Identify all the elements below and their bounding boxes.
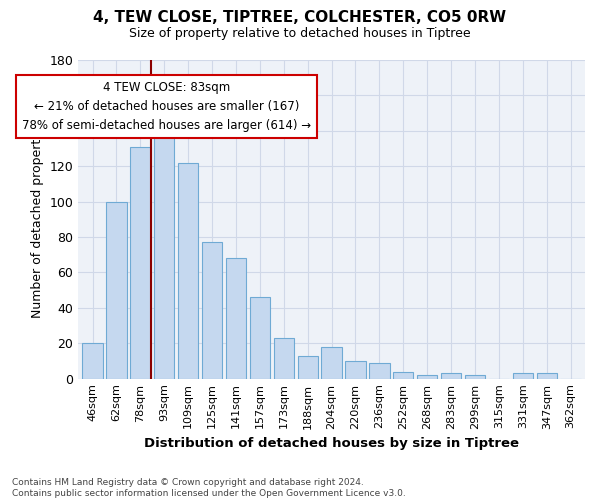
Bar: [226, 258, 246, 378]
Bar: [512, 374, 533, 378]
Bar: [369, 362, 389, 378]
Bar: [250, 297, 270, 378]
Bar: [393, 372, 413, 378]
Bar: [178, 162, 199, 378]
Bar: [346, 361, 365, 378]
Y-axis label: Number of detached properties: Number of detached properties: [31, 121, 44, 318]
Bar: [441, 374, 461, 378]
Bar: [106, 202, 127, 378]
Bar: [202, 242, 222, 378]
Bar: [154, 118, 175, 378]
Text: Size of property relative to detached houses in Tiptree: Size of property relative to detached ho…: [129, 28, 471, 40]
Bar: [130, 147, 151, 378]
Bar: [322, 347, 342, 378]
Bar: [298, 356, 318, 378]
Text: 4, TEW CLOSE, TIPTREE, COLCHESTER, CO5 0RW: 4, TEW CLOSE, TIPTREE, COLCHESTER, CO5 0…: [94, 10, 506, 25]
Text: 4 TEW CLOSE: 83sqm
← 21% of detached houses are smaller (167)
78% of semi-detach: 4 TEW CLOSE: 83sqm ← 21% of detached hou…: [22, 80, 311, 132]
Text: Contains HM Land Registry data © Crown copyright and database right 2024.
Contai: Contains HM Land Registry data © Crown c…: [12, 478, 406, 498]
Bar: [465, 375, 485, 378]
Bar: [82, 344, 103, 378]
Bar: [536, 374, 557, 378]
Bar: [274, 338, 294, 378]
X-axis label: Distribution of detached houses by size in Tiptree: Distribution of detached houses by size …: [144, 437, 519, 450]
Bar: [417, 375, 437, 378]
